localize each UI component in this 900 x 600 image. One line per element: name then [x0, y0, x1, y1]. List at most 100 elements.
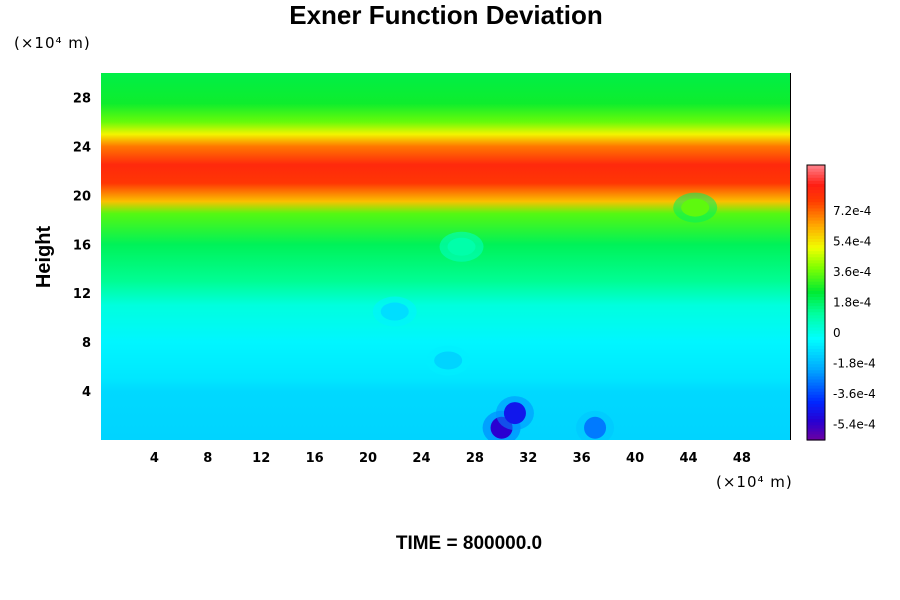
colorbar-tick-label: 5.4e-4 [833, 234, 871, 248]
colorbar-band [807, 296, 825, 301]
y-tick-label: 28 [73, 91, 91, 106]
feature-6 [380, 302, 409, 321]
colorbar-tick-label: -5.4e-4 [833, 418, 876, 432]
colorbar-band [807, 336, 825, 340]
colorbar-band [807, 299, 825, 304]
colorbar-band [807, 345, 825, 349]
colorbar-band [807, 290, 825, 294]
colorbar-band [807, 436, 825, 441]
colorbar-band [807, 378, 825, 383]
y-tick-label: 12 [73, 287, 91, 302]
feature-1 [503, 402, 526, 425]
colorbar-band [807, 400, 825, 404]
colorbar-band [807, 168, 825, 172]
colorbar-band [807, 333, 825, 337]
colorbar-band [807, 241, 825, 246]
colorbar-tick-label: -1.8e-4 [833, 357, 876, 371]
colorbar-band [807, 210, 825, 215]
colorbar-band [807, 314, 825, 319]
colorbar-band [807, 360, 825, 365]
feature-5 [681, 198, 710, 217]
colorbar-band [807, 171, 825, 175]
heatmap-features [372, 192, 718, 440]
colorbar-band [807, 363, 825, 368]
colorbar-band [807, 265, 825, 270]
colorbar-band [807, 177, 825, 181]
colorbar-band [807, 409, 825, 414]
colorbar-tick-label: -3.6e-4 [833, 387, 876, 401]
x-tick-label: 32 [519, 451, 537, 466]
colorbar-band [807, 302, 825, 307]
colorbar-band [807, 308, 825, 313]
y-axis-label: Height [33, 226, 55, 289]
colorbar: 7.2e-4 5.4e-4 3.6e-4 1.8e-4 0 -1.8e-4 -3.6e-4 -… [806, 164, 876, 441]
colorbar-band [807, 275, 825, 279]
colorbar-band [807, 375, 825, 380]
colorbar-border [806, 164, 826, 441]
colorbar-band [807, 229, 825, 233]
y-tick-label: 4 [82, 385, 91, 400]
colorbar-band [807, 284, 825, 288]
colorbar-band [807, 381, 825, 386]
x-tick-label: 24 [412, 451, 430, 466]
colorbar-band [807, 339, 825, 343]
colorbar-band [807, 385, 825, 389]
colorbar-band [807, 253, 825, 258]
colorbar-band [807, 271, 825, 276]
y-tick-label: 24 [73, 140, 91, 155]
colorbar-band [807, 192, 825, 197]
y-tick-label: 8 [82, 336, 91, 351]
colorbar-band [807, 366, 825, 371]
feature-4 [447, 237, 476, 256]
colorbar-band [807, 183, 825, 187]
colorbar-band [807, 433, 825, 438]
colorbar-band [807, 216, 825, 221]
time-label: TIME = 800000.0 [396, 533, 542, 554]
colorbar-band [807, 305, 825, 310]
feature-3 [434, 351, 463, 370]
colorbar-tick-label: 7.2e-4 [833, 204, 871, 218]
colorbar-band [807, 201, 825, 206]
colorbar-band [807, 311, 825, 316]
colorbar-band [807, 372, 825, 377]
y-unit-label: (×10⁴ m) [14, 34, 91, 52]
colorbar-band [807, 293, 825, 297]
colorbar-band [807, 232, 825, 236]
colorbar-band [807, 326, 825, 331]
colorbar-band [807, 195, 825, 200]
chart-title: Exner Function Deviation [289, 0, 603, 30]
colorbar-band [807, 342, 825, 346]
colorbar-band [807, 174, 825, 178]
x-unit-label: (×10⁴ m) [716, 473, 793, 491]
colorbar-band [807, 207, 825, 212]
colorbar-band [807, 281, 825, 285]
colorbar-band [807, 418, 825, 423]
heatmap-plot [101, 73, 790, 440]
colorbar-band [807, 259, 825, 264]
colorbar-band [807, 287, 825, 291]
x-tick-label: 48 [733, 451, 751, 466]
colorbar-band [807, 204, 825, 209]
colorbar-tick-label: 1.8e-4 [833, 296, 871, 310]
colorbar-band [807, 391, 825, 395]
x-tick-label: 44 [679, 451, 697, 466]
colorbar-band [807, 213, 825, 218]
colorbar-band [807, 415, 825, 420]
colorbar-band [807, 198, 825, 203]
colorbar-band [807, 369, 825, 374]
colorbar-band [807, 388, 825, 392]
colorbar-band [807, 238, 825, 242]
feature-2 [584, 416, 607, 439]
colorbar-band [807, 354, 825, 359]
colorbar-band [807, 351, 825, 356]
colorbar-band [807, 323, 825, 328]
colorbar-band [807, 220, 825, 224]
colorbar-band [807, 357, 825, 362]
colorbar-band [807, 247, 825, 252]
colorbar-band [807, 165, 825, 169]
y-tick-label: 16 [73, 238, 91, 253]
colorbar-tick-label: 3.6e-4 [833, 265, 871, 279]
x-tick-label: 16 [306, 451, 324, 466]
colorbar-band [807, 412, 825, 417]
